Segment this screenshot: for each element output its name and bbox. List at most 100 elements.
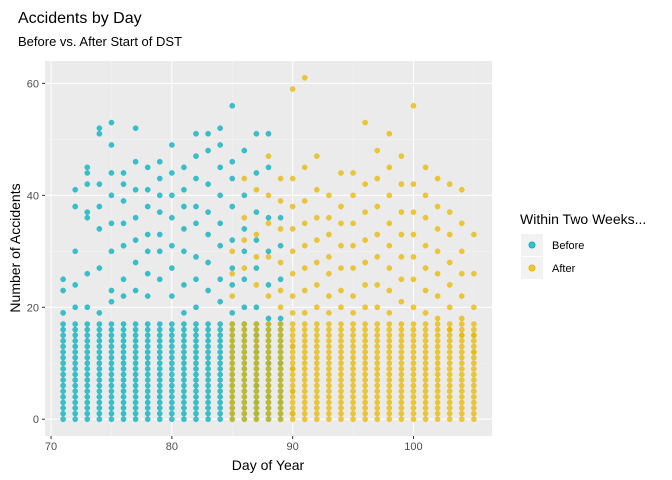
point-after bbox=[374, 254, 381, 260]
point-after bbox=[458, 326, 465, 333]
point-before bbox=[120, 366, 127, 372]
point-before bbox=[84, 338, 91, 344]
point-before bbox=[205, 371, 211, 378]
point-after bbox=[446, 209, 453, 215]
point-after bbox=[446, 343, 453, 350]
point-before bbox=[205, 338, 211, 344]
point-after bbox=[265, 366, 272, 372]
point-before bbox=[169, 170, 175, 176]
x-axis-title: Day of Year bbox=[232, 457, 305, 473]
point-after bbox=[422, 388, 429, 395]
point-after bbox=[434, 349, 441, 355]
point-after bbox=[386, 360, 393, 367]
point-after bbox=[314, 343, 320, 350]
point-after bbox=[326, 254, 332, 260]
point-before bbox=[217, 332, 223, 339]
point-after bbox=[241, 338, 248, 344]
point-after bbox=[374, 382, 381, 389]
point-after bbox=[265, 153, 272, 159]
point-after bbox=[277, 338, 284, 344]
point-before bbox=[60, 287, 66, 294]
point-after bbox=[277, 332, 284, 339]
point-after bbox=[314, 338, 320, 344]
point-before bbox=[60, 371, 66, 378]
point-after bbox=[362, 343, 368, 350]
point-after bbox=[422, 405, 429, 411]
point-after bbox=[265, 332, 272, 339]
point-after bbox=[398, 338, 405, 344]
point-after bbox=[422, 192, 429, 199]
point-after bbox=[386, 405, 393, 411]
point-after bbox=[289, 382, 296, 389]
point-before bbox=[108, 220, 115, 227]
point-before bbox=[60, 405, 66, 411]
point-after bbox=[277, 410, 284, 417]
point-before bbox=[193, 388, 199, 395]
point-after bbox=[253, 186, 260, 193]
point-before bbox=[84, 332, 91, 339]
point-after bbox=[253, 254, 260, 260]
point-after bbox=[301, 321, 308, 327]
point-before bbox=[144, 338, 151, 344]
point-after bbox=[338, 170, 344, 176]
series-before bbox=[60, 102, 284, 423]
point-after bbox=[386, 220, 393, 227]
point-before bbox=[217, 354, 223, 361]
point-before bbox=[205, 321, 211, 327]
point-after bbox=[374, 321, 381, 327]
legend-title: Within Two Weeks... bbox=[520, 211, 646, 227]
point-before bbox=[108, 248, 115, 255]
point-before bbox=[205, 326, 211, 333]
point-after bbox=[229, 360, 236, 367]
point-before bbox=[181, 321, 187, 327]
point-before bbox=[144, 371, 151, 378]
point-before bbox=[253, 209, 260, 215]
point-after bbox=[338, 203, 344, 210]
point-after bbox=[289, 293, 296, 299]
point-before bbox=[120, 181, 127, 187]
point-after bbox=[362, 382, 368, 389]
point-before bbox=[265, 282, 272, 288]
point-before bbox=[120, 349, 127, 355]
point-after bbox=[301, 343, 308, 350]
point-after bbox=[241, 332, 248, 339]
point-after bbox=[458, 338, 465, 344]
point-before bbox=[96, 338, 103, 344]
point-after bbox=[458, 270, 465, 277]
point-before bbox=[132, 338, 139, 344]
point-before bbox=[193, 130, 199, 137]
point-after bbox=[422, 371, 429, 378]
point-after bbox=[241, 354, 248, 361]
point-after bbox=[398, 209, 405, 215]
point-after bbox=[301, 164, 308, 171]
point-before bbox=[108, 170, 115, 176]
point-before bbox=[217, 326, 223, 333]
point-before bbox=[205, 259, 211, 266]
point-before bbox=[84, 388, 91, 395]
point-after bbox=[241, 405, 248, 411]
point-after bbox=[265, 326, 272, 333]
point-before bbox=[144, 394, 151, 400]
point-before bbox=[181, 326, 187, 333]
point-after bbox=[410, 231, 417, 238]
point-before bbox=[144, 377, 151, 383]
point-before bbox=[120, 377, 127, 383]
point-before bbox=[108, 321, 115, 327]
point-after bbox=[386, 310, 393, 316]
point-before bbox=[72, 366, 79, 372]
point-after bbox=[434, 410, 441, 417]
point-before bbox=[169, 416, 175, 423]
point-after bbox=[350, 265, 356, 271]
point-before bbox=[241, 226, 248, 232]
point-before bbox=[84, 377, 91, 383]
point-after bbox=[229, 399, 236, 406]
point-after bbox=[386, 343, 393, 350]
point-before bbox=[156, 338, 163, 344]
point-before bbox=[96, 360, 103, 367]
point-after bbox=[398, 366, 405, 372]
point-before bbox=[229, 203, 236, 210]
point-after bbox=[338, 399, 344, 406]
point-before bbox=[169, 326, 175, 333]
